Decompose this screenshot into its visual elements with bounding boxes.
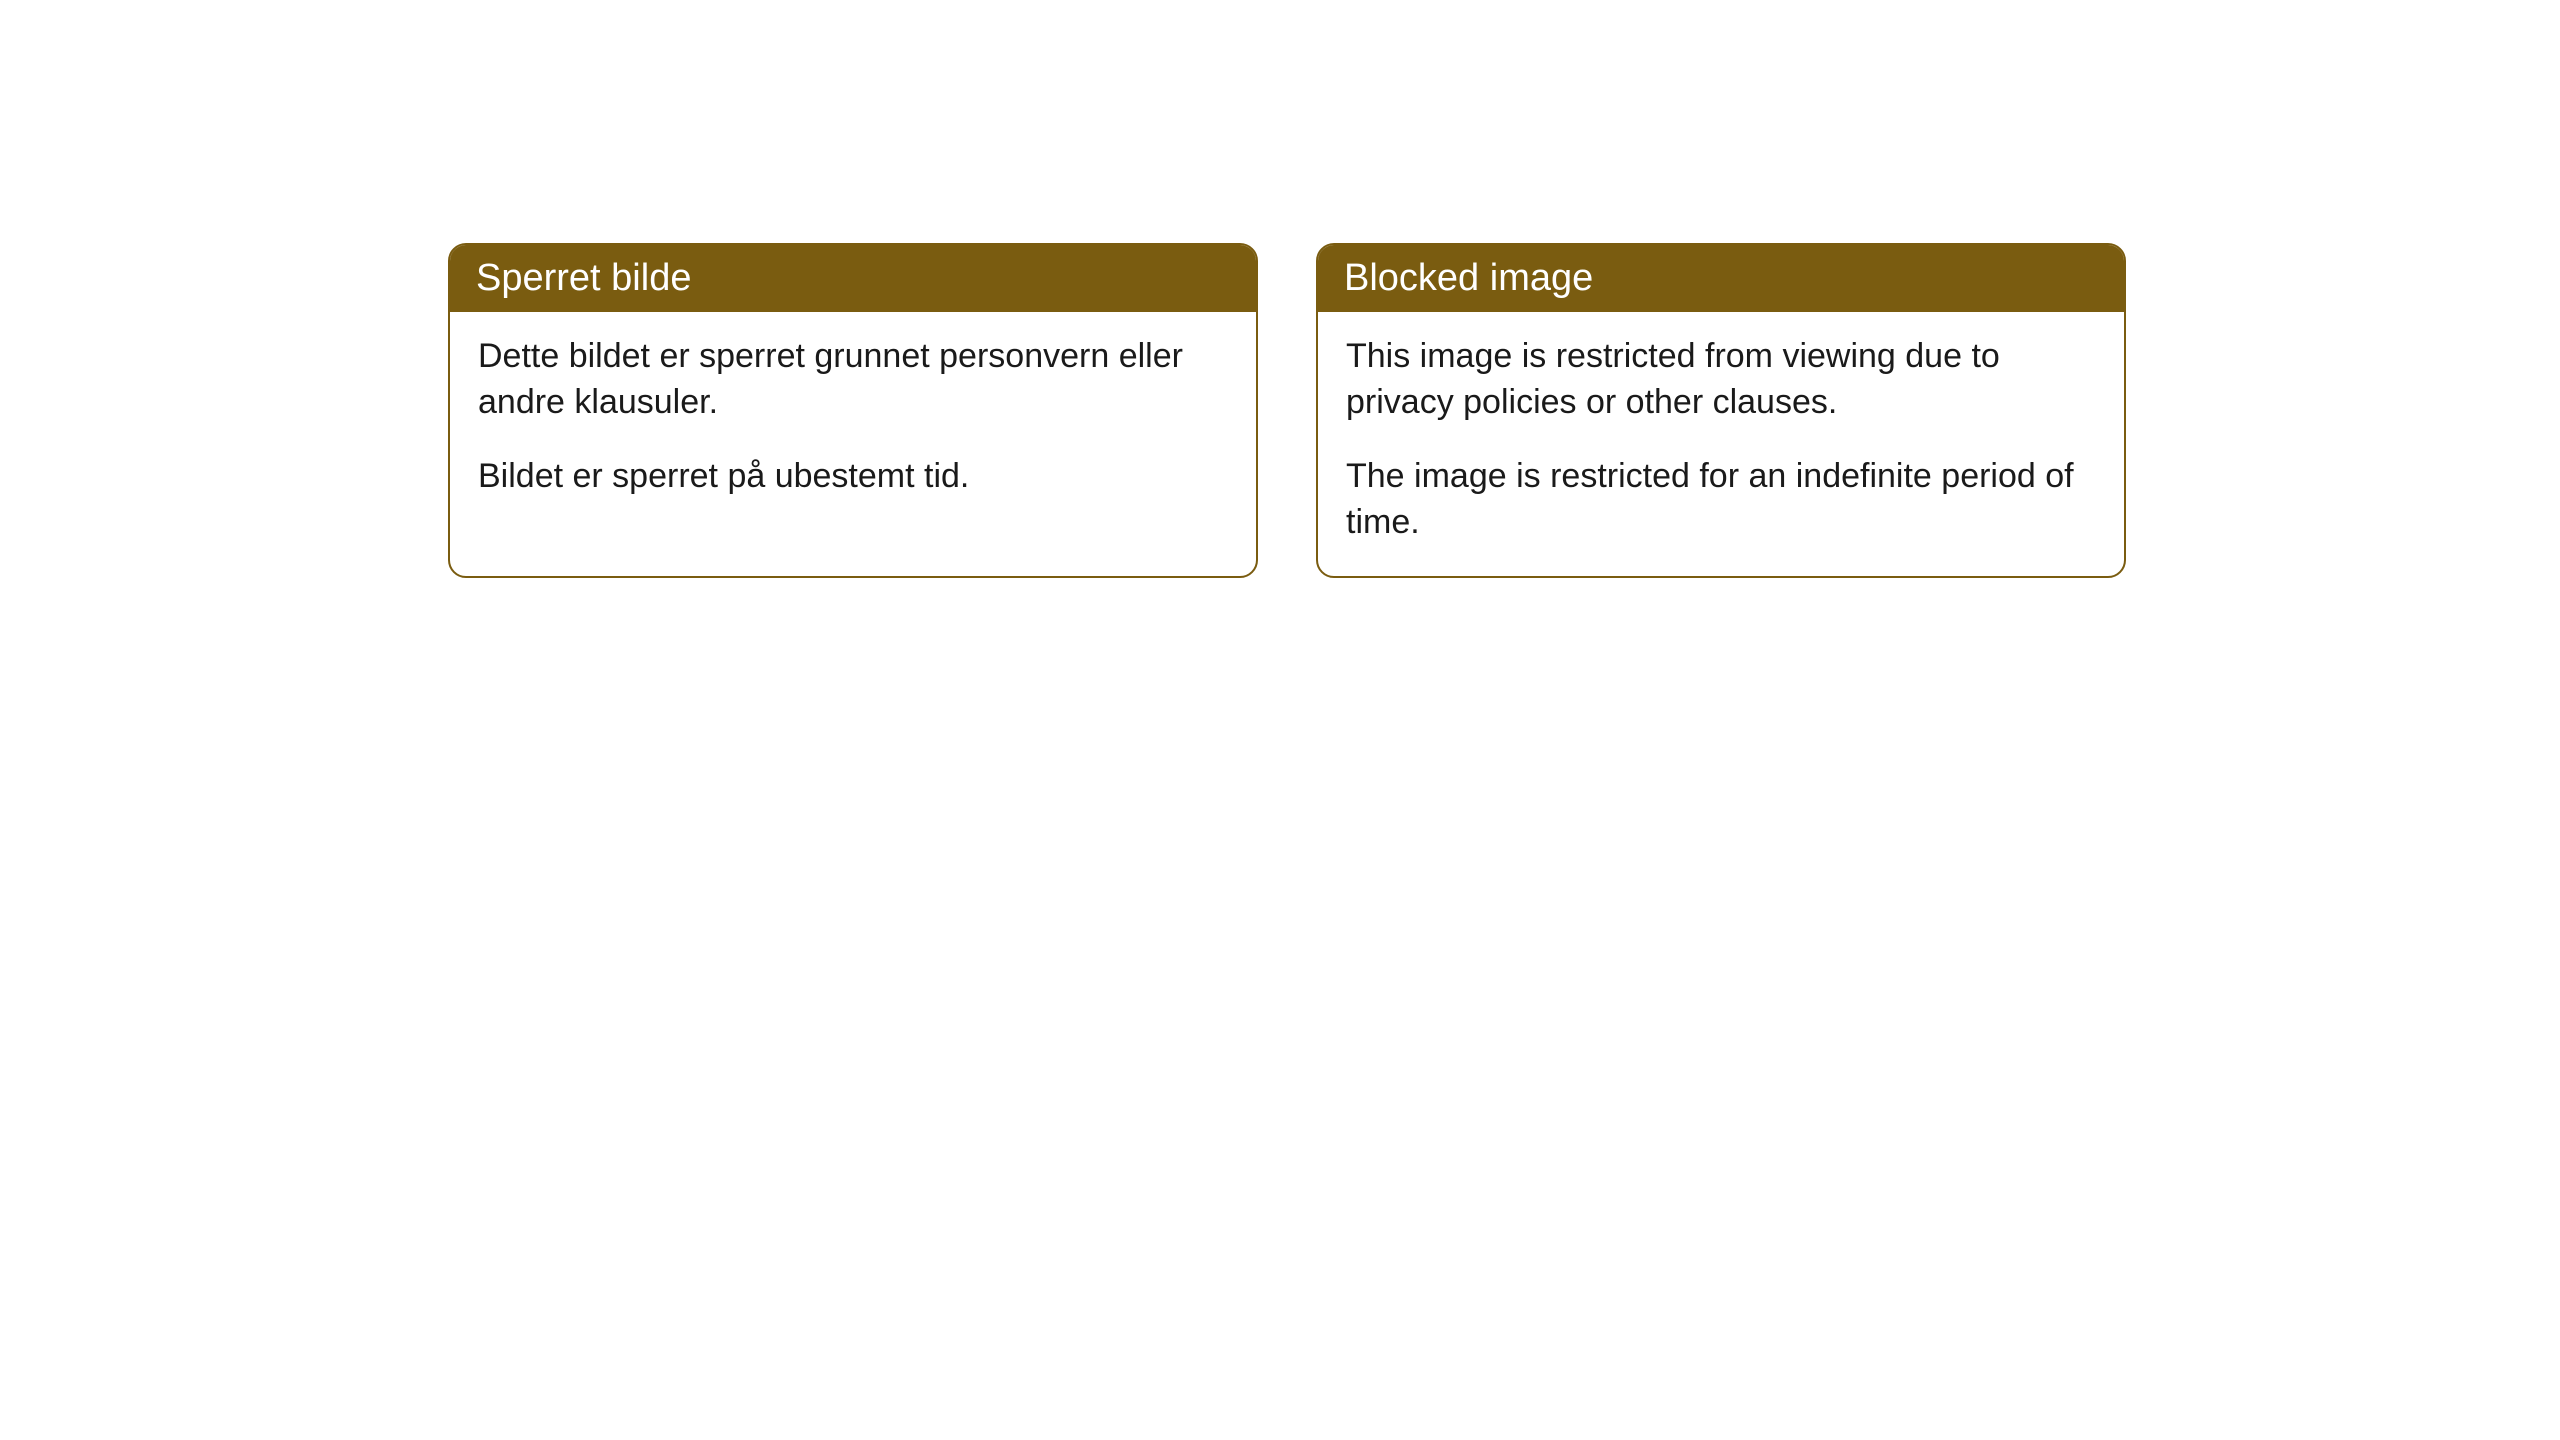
notice-paragraph: The image is restricted for an indefinit…: [1346, 454, 2096, 546]
notice-body: Dette bildet er sperret grunnet personve…: [450, 312, 1256, 530]
notice-title: Blocked image: [1344, 257, 1593, 299]
notice-paragraph: Dette bildet er sperret grunnet personve…: [478, 334, 1228, 426]
notice-title: Sperret bilde: [476, 257, 691, 299]
notice-header: Blocked image: [1318, 245, 2124, 312]
notice-paragraph: Bildet er sperret på ubestemt tid.: [478, 454, 1228, 500]
notice-card-norwegian: Sperret bilde Dette bildet er sperret gr…: [448, 243, 1258, 578]
notice-header: Sperret bilde: [450, 245, 1256, 312]
notice-body: This image is restricted from viewing du…: [1318, 312, 2124, 576]
notice-paragraph: This image is restricted from viewing du…: [1346, 334, 2096, 426]
notice-container: Sperret bilde Dette bildet er sperret gr…: [448, 243, 2126, 578]
notice-card-english: Blocked image This image is restricted f…: [1316, 243, 2126, 578]
